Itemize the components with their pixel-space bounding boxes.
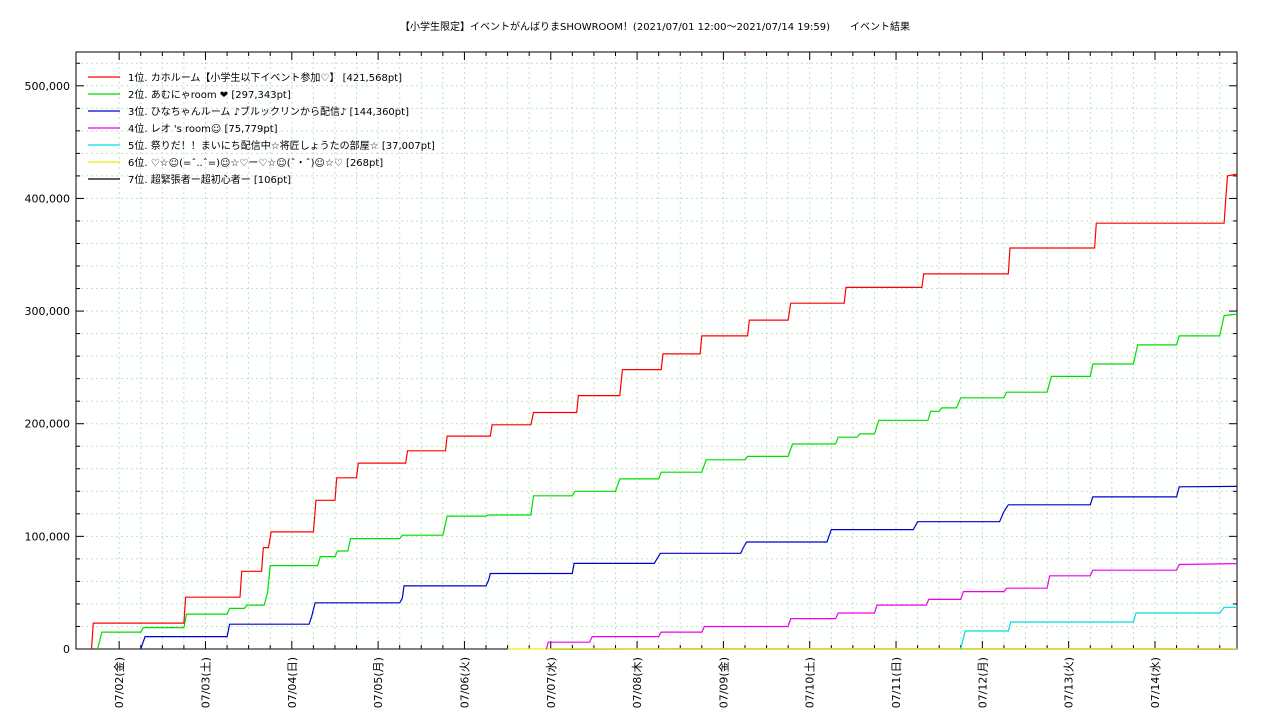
legend-label: 4位. レオ 's room☺ [75,779pt] — [128, 122, 278, 135]
x-tick-label: 07/06(火) — [458, 657, 471, 708]
legend: 1位. カホルーム【小学生以下イベント参加♡】 [421,568pt] 2位. あ… — [88, 71, 435, 186]
x-tick-label: 07/12(月) — [976, 657, 989, 708]
chart-title: 【小学生限定】イベントがんばりまSHOWROOM！(2021/07/01 12:… — [400, 20, 910, 33]
series-line — [140, 485, 1238, 650]
plot-frame — [75, 51, 1238, 650]
x-tick-label: 07/04(日) — [286, 657, 299, 708]
x-tick-label: 07/09(金) — [716, 657, 730, 708]
series-group — [90, 173, 1238, 650]
x-tick-label: 07/03(土) — [199, 657, 212, 708]
x-tick-label: 07/11(日) — [890, 657, 903, 708]
y-tick-label: 100,000 — [25, 530, 71, 543]
legend-label: 1位. カホルーム【小学生以下イベント参加♡】 [421,568pt] — [128, 71, 402, 84]
x-tick-label: 07/13(火) — [1063, 657, 1076, 708]
legend-label: 5位. 祭りだ！！まいにち配信中☆将匠しょうたの部屋☆ [37,007pt] — [128, 139, 435, 152]
x-tick-label: 07/10(土) — [804, 657, 817, 708]
x-tick-label: 07/02(金) — [112, 657, 126, 708]
legend-label: 7位. 超緊張者ー超初心者ー [106pt] — [128, 173, 291, 186]
y-axis: 0 100,000 200,000 300,000 400,000 500,000 — [25, 62, 1237, 656]
x-tick-label: 07/08(木) — [631, 657, 644, 708]
series-line — [960, 606, 1237, 650]
legend-label: 3位. ひなちゃんルーム ♪ブルックリンから配信♪ [144,360pt] — [128, 105, 409, 118]
x-tick-label: 07/05(月) — [372, 657, 385, 708]
y-tick-label: 300,000 — [25, 305, 71, 318]
series-line — [545, 563, 1238, 650]
series-line — [90, 173, 1238, 650]
y-tick-label: 0 — [63, 643, 70, 656]
y-tick-label: 500,000 — [25, 80, 71, 93]
y-tick-label: 400,000 — [25, 192, 71, 205]
y-tick-label: 200,000 — [25, 418, 71, 431]
legend-label: 6位. ♡☆☺(=ˆ..ˆ=)☺☆♡ー♡☆☺(ˆ・ˆ)☺☆♡ [268pt] — [128, 156, 383, 169]
series-line — [97, 313, 1238, 650]
legend-label: 2位. あむにゃroom ❤ [297,343pt] — [128, 88, 291, 101]
x-tick-label: 07/14(水) — [1149, 657, 1162, 708]
x-tick-label: 07/07(水) — [545, 657, 558, 708]
